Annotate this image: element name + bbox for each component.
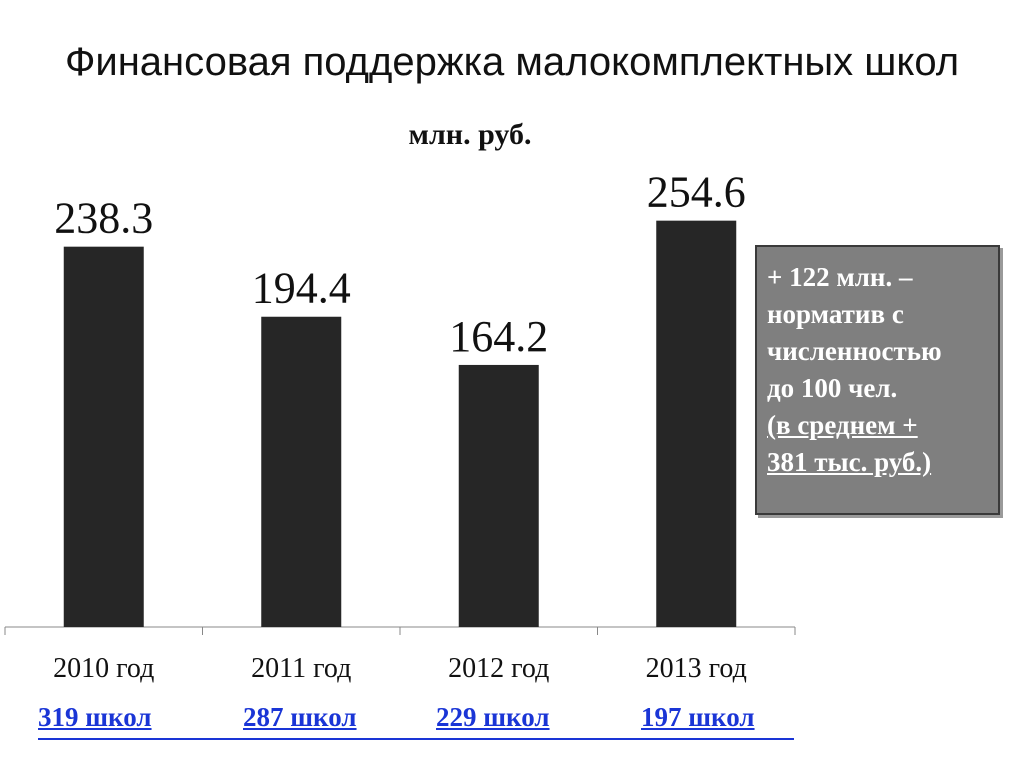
chart-title: Финансовая поддержка малокомплектных шко… bbox=[64, 40, 960, 84]
bar-2 bbox=[261, 316, 342, 627]
bar-4 bbox=[656, 220, 737, 628]
note-line-4: до 100 чел. bbox=[767, 373, 898, 403]
school-counts-row: 319 школ 287 школ 229 школ 197 школ bbox=[38, 702, 794, 740]
school-count-2010: 319 школ bbox=[38, 702, 152, 732]
category-label-1: 2010 год bbox=[53, 653, 154, 684]
note-line-1: + 122 млн. – bbox=[767, 262, 913, 292]
bar-value-label-2: 194.4 bbox=[252, 264, 351, 313]
bar-1 bbox=[63, 246, 144, 627]
category-label-3: 2012 год bbox=[448, 653, 549, 684]
bar-value-label-1: 238.3 bbox=[54, 194, 153, 243]
category-label-2: 2011 год bbox=[251, 653, 351, 684]
note-line-6: 381 тыс. руб.) bbox=[767, 447, 932, 477]
category-label-4: 2013 год bbox=[646, 653, 747, 684]
note-line-2: норматив с bbox=[767, 299, 904, 329]
chart-unit: млн. руб. bbox=[408, 118, 532, 151]
bar-3 bbox=[458, 364, 539, 627]
note-line-3: численностью bbox=[767, 336, 942, 366]
note-box: + 122 млн. – норматив с численностью до … bbox=[755, 245, 1000, 515]
school-count-2013: 197 школ bbox=[641, 702, 755, 732]
school-count-2012: 229 школ bbox=[436, 702, 550, 732]
note-line-5: (в среднем + bbox=[767, 410, 918, 440]
bar-value-label-3: 164.2 bbox=[449, 312, 548, 361]
school-count-2011: 287 школ bbox=[243, 702, 357, 732]
bar-value-label-4: 254.6 bbox=[647, 168, 746, 217]
